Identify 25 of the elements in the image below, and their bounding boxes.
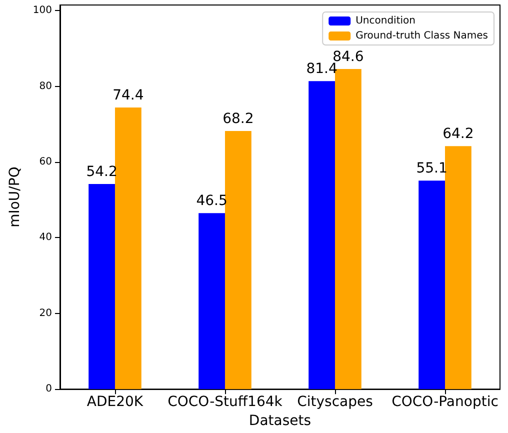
bar (224, 131, 252, 390)
data-label: 81.4 (306, 61, 338, 78)
y-tick-label: 100 (32, 5, 52, 16)
y-tick-label: 60 (39, 156, 52, 168)
x-tick-label: COCO-Panoptic (392, 394, 498, 410)
x-axis-title: Datasets (248, 413, 312, 429)
bar (198, 213, 225, 390)
bar (88, 184, 115, 390)
y-tick-label: 80 (39, 80, 52, 92)
bar (114, 108, 142, 390)
bar (418, 180, 445, 390)
data-label: 64.2 (442, 126, 474, 142)
legend-label: Uncondition (356, 16, 416, 26)
bar (445, 146, 472, 390)
y-axis-title: mIoU/PQ (7, 166, 23, 228)
y-tick-label: 20 (39, 308, 52, 319)
x-tick-label: COCO-Stuff164k (168, 394, 284, 410)
x-tick-label: Cityscapes (297, 394, 373, 410)
x-tick-label: ADE20K (86, 394, 144, 410)
y-tick-label: 40 (39, 232, 52, 244)
data-label: 74.4 (112, 88, 144, 104)
legend-label: Ground-truth Class Names (356, 30, 488, 42)
y-tick-label: 0 (46, 384, 52, 395)
data-label: 68.2 (222, 111, 254, 128)
bar (308, 81, 335, 390)
